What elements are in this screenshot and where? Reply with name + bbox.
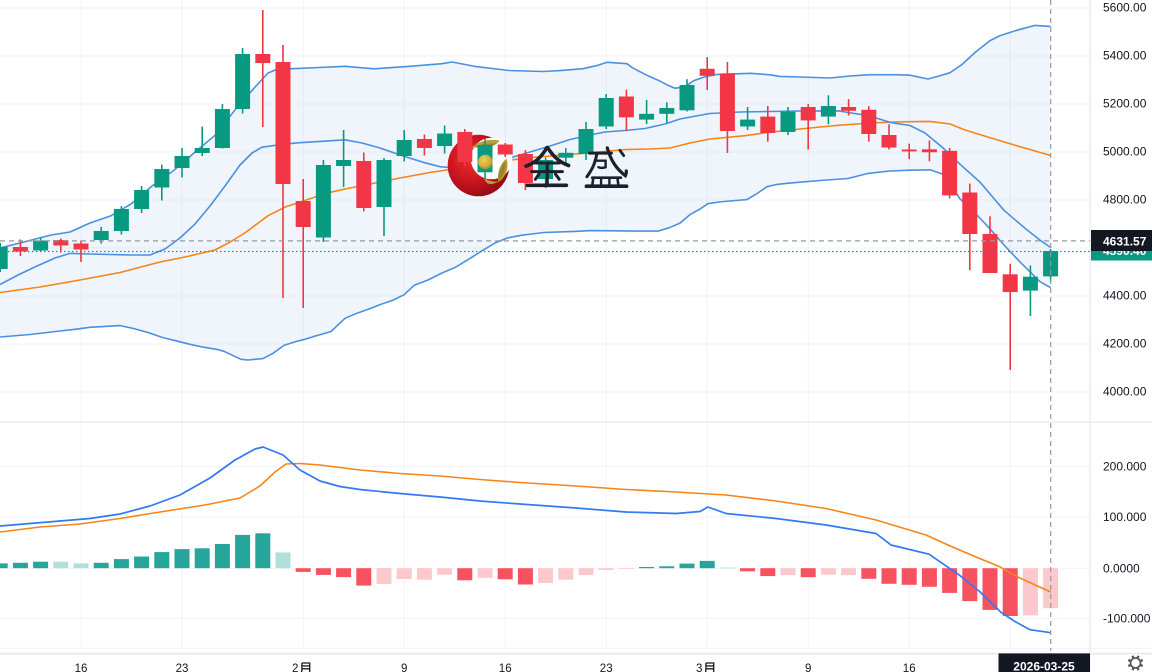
svg-text:100.000: 100.000 bbox=[1103, 510, 1147, 524]
svg-text:4631.57: 4631.57 bbox=[1103, 235, 1147, 249]
svg-text:5600.00: 5600.00 bbox=[1103, 1, 1147, 15]
svg-text:9: 9 bbox=[401, 663, 407, 672]
svg-text:16: 16 bbox=[499, 663, 512, 672]
svg-text:2026-03-25: 2026-03-25 bbox=[1013, 659, 1075, 672]
svg-text:2: 2 bbox=[292, 663, 298, 672]
svg-text:0.0000: 0.0000 bbox=[1103, 561, 1140, 575]
svg-text:3: 3 bbox=[696, 663, 702, 672]
svg-text:4800.00: 4800.00 bbox=[1103, 193, 1147, 207]
svg-text:-100.000: -100.000 bbox=[1103, 612, 1151, 626]
svg-text:23: 23 bbox=[176, 663, 189, 672]
svg-text:9: 9 bbox=[805, 663, 811, 672]
svg-text:4400.00: 4400.00 bbox=[1103, 289, 1147, 303]
svg-text:5400.00: 5400.00 bbox=[1103, 49, 1147, 63]
svg-text:200.000: 200.000 bbox=[1103, 460, 1147, 474]
svg-text:5200.00: 5200.00 bbox=[1103, 97, 1147, 111]
svg-text:4000.00: 4000.00 bbox=[1103, 385, 1147, 399]
svg-text:23: 23 bbox=[600, 663, 613, 672]
svg-text:5000.00: 5000.00 bbox=[1103, 145, 1147, 159]
svg-text:4590.40: 4590.40 bbox=[1103, 244, 1147, 258]
svg-text:16: 16 bbox=[903, 663, 916, 672]
svg-text:4200.00: 4200.00 bbox=[1103, 337, 1147, 351]
svg-text:16: 16 bbox=[75, 663, 88, 672]
